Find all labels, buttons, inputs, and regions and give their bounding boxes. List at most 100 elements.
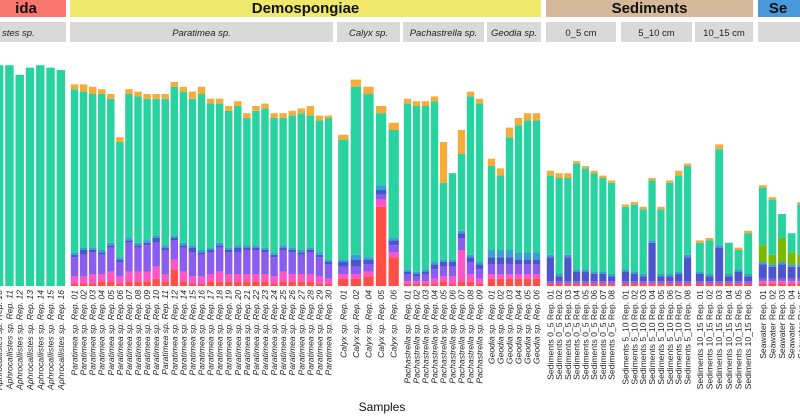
bar-segment [197, 276, 206, 284]
bar-segment [715, 144, 724, 150]
bars [0, 65, 800, 286]
bar-segment [599, 175, 607, 178]
bar-segment [306, 274, 315, 282]
bar-segment [573, 269, 581, 272]
x-tick-label: Sediments 5_10 Rep. 03 [638, 290, 648, 385]
bar-segment [152, 235, 160, 238]
bar-segment [505, 264, 514, 274]
bar-segment [457, 154, 466, 231]
bar-segment [125, 94, 133, 238]
bar-segment [116, 142, 124, 258]
panel-label: 5_10 cm [638, 28, 675, 39]
x-tick-label: Aphrocallistes sp. Rep. 15 [46, 290, 56, 391]
bar-segment [224, 252, 233, 274]
bar-segment [648, 281, 656, 284]
bar-segment [648, 178, 656, 181]
bar-segment [403, 271, 412, 274]
bar-segment [403, 274, 412, 282]
bar-segment [608, 182, 616, 274]
x-tick-label: Calyx sp. Rep. 04 [364, 290, 374, 358]
bar-segment [0, 65, 4, 286]
bar-segment [564, 283, 572, 286]
bar-segment [487, 166, 496, 250]
class-label: ida [15, 0, 37, 17]
bar-segment [695, 240, 704, 243]
bar-segment [475, 103, 484, 262]
bar-segment [639, 206, 647, 210]
class-strip-sediments [546, 0, 753, 17]
bar-segment [457, 230, 466, 234]
bar-segment [430, 96, 439, 102]
bar-segment [466, 254, 475, 258]
bar-segment [496, 168, 505, 176]
bar-segment [243, 118, 251, 246]
x-tick-label: Sediments 0_5 Rep. 05 [580, 290, 590, 380]
bar-segment [421, 101, 430, 106]
bar-segment [388, 130, 399, 238]
bar-segment [758, 278, 767, 282]
bar-segment [79, 91, 88, 248]
panel-label: Pachastrella sp. [410, 28, 478, 39]
bar-segment [734, 283, 743, 286]
x-tick-label: Paratimea sp. Rep. 09 [142, 290, 152, 376]
x-tick-label: Paratimea sp. Rep. 17 [206, 289, 216, 376]
bar-segment [505, 257, 514, 265]
bar-segment [88, 86, 97, 94]
bar-segment [496, 264, 505, 274]
bar-segment [758, 264, 767, 279]
bar-segment [161, 247, 169, 250]
bar-segment [532, 259, 541, 265]
bar-segment [134, 271, 142, 282]
bar-segment [288, 250, 296, 253]
bar-segment [421, 274, 430, 282]
bar-segment [206, 98, 215, 104]
bar-segment [487, 257, 496, 265]
x-tick-label: Sediments 0_5 Rep. 03 [563, 290, 573, 380]
bar-segment [448, 173, 457, 260]
bar-segment [466, 96, 475, 255]
x-tick-label: Seawater Rep. 02 [767, 290, 777, 359]
bar-segment [705, 281, 714, 284]
bar-segment [179, 86, 188, 92]
bar-segment [457, 250, 466, 282]
bar-segment [270, 283, 278, 286]
x-tick-label: Paratimea sp. Rep. 23 [260, 290, 270, 376]
bar-segment [590, 281, 598, 284]
bar-segment [297, 281, 305, 286]
bar-segment [116, 262, 124, 277]
bar-segment [161, 274, 169, 282]
bar-segment [546, 283, 554, 286]
bar-segment [555, 173, 563, 178]
bar-segment [79, 283, 88, 286]
bar-segment [787, 278, 796, 282]
bar-segment [787, 233, 796, 253]
bar-segment [243, 247, 251, 250]
bar-segment [279, 281, 287, 286]
bar-segment [457, 238, 466, 250]
bar-segment [778, 238, 786, 262]
bar-segment [143, 271, 151, 282]
bar-segment [715, 247, 724, 282]
bar-segment [134, 242, 142, 246]
bar-segment [639, 276, 647, 282]
bar-segment [546, 257, 554, 282]
bar-segment [505, 250, 514, 258]
bar-segment [621, 204, 630, 207]
bar-segment [683, 281, 692, 284]
bar-segment [215, 245, 224, 248]
bar-segment [388, 240, 399, 246]
x-tick-label: Pachastrella sp. Rep. 01 [403, 290, 413, 384]
bar-segment [523, 274, 532, 279]
x-tick-label: Calyx sp. Rep. 05 [376, 290, 386, 358]
bar-segment [234, 274, 242, 282]
bar-segment [403, 103, 412, 270]
bar-segment [683, 257, 692, 282]
bar-segment [306, 247, 315, 250]
bar-segment [79, 250, 88, 255]
bar-segment [683, 163, 692, 166]
bar-segment [523, 278, 532, 286]
bar-segment [412, 276, 421, 282]
panel-strips: stes sp. Paratimea sp. Calyx sp. Pachastrel… [0, 22, 800, 42]
bar-segment [315, 115, 324, 121]
bar-segment [324, 115, 333, 118]
